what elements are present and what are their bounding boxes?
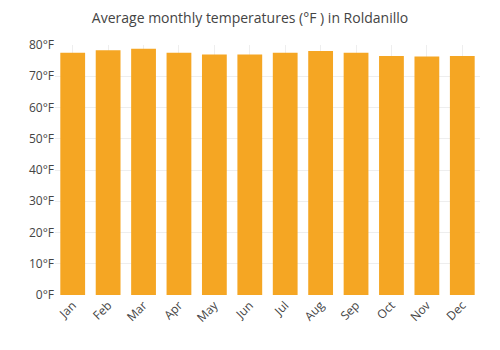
svg-text:60°F: 60°F bbox=[29, 99, 54, 116]
svg-text:Jul: Jul bbox=[270, 297, 292, 319]
svg-text:Average monthly temperatures (: Average monthly temperatures (°F ) in Ro… bbox=[92, 8, 408, 27]
svg-text:Dec: Dec bbox=[442, 297, 469, 324]
svg-text:50°F: 50°F bbox=[29, 130, 54, 147]
svg-text:30°F: 30°F bbox=[29, 192, 54, 209]
svg-text:0°F: 0°F bbox=[36, 286, 54, 303]
svg-text:Nov: Nov bbox=[406, 297, 434, 325]
svg-text:Oct: Oct bbox=[373, 297, 399, 323]
svg-text:Feb: Feb bbox=[89, 297, 115, 323]
svg-text:May: May bbox=[193, 296, 222, 325]
svg-text:Aug: Aug bbox=[300, 297, 328, 325]
svg-text:Jun: Jun bbox=[231, 297, 256, 322]
svg-text:Apr: Apr bbox=[160, 297, 186, 323]
svg-text:80°F: 80°F bbox=[29, 36, 54, 53]
svg-text:40°F: 40°F bbox=[29, 161, 54, 178]
svg-text:20°F: 20°F bbox=[29, 224, 54, 241]
svg-text:Jan: Jan bbox=[55, 297, 80, 322]
svg-text:70°F: 70°F bbox=[29, 67, 54, 84]
svg-text:Mar: Mar bbox=[123, 297, 151, 325]
svg-text:10°F: 10°F bbox=[29, 255, 54, 272]
svg-text:Sep: Sep bbox=[336, 297, 363, 324]
